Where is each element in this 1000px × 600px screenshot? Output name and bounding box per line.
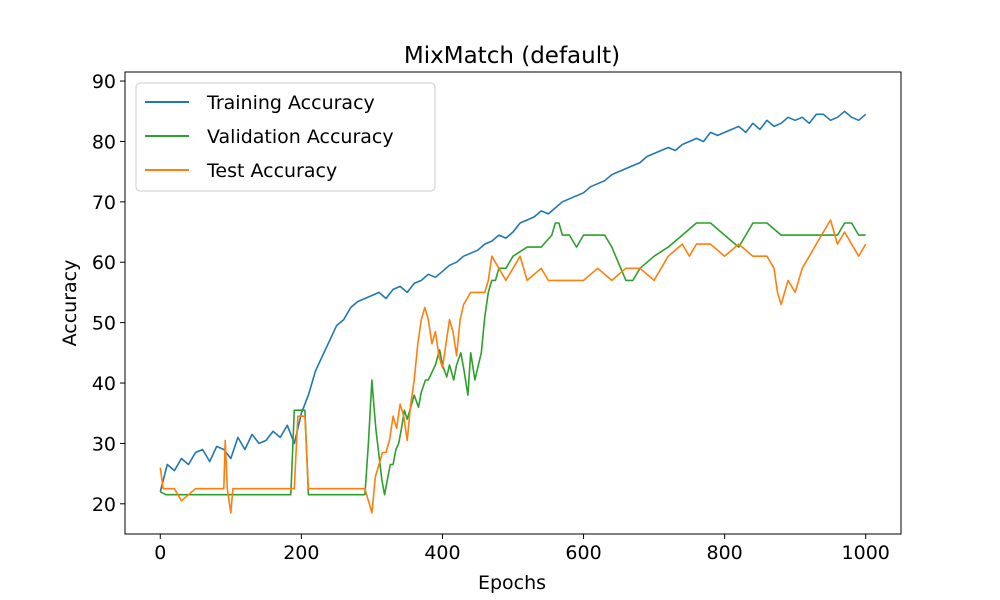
x-tick-label: 600 <box>565 542 601 564</box>
y-tick-label: 60 <box>92 252 116 274</box>
plot-frame <box>124 71 902 535</box>
x-axis-label: Epochs <box>478 572 546 594</box>
chart-title: MixMatch (default) <box>404 43 620 69</box>
legend-label-2: Test Accuracy <box>206 160 337 182</box>
x-tick-label: 400 <box>424 542 460 564</box>
legend-label-1: Validation Accuracy <box>207 126 394 148</box>
y-axis-label: Accuracy <box>59 260 81 347</box>
x-tick-label: 0 <box>154 542 166 564</box>
y-tick-label: 80 <box>92 131 116 153</box>
y-tick-label: 30 <box>92 433 116 455</box>
series-line-1 <box>159 222 866 496</box>
legend: Training Accuracy Validation Accuracy Test… <box>135 82 436 192</box>
y-tick-label: 90 <box>92 71 116 93</box>
series-line-0 <box>159 110 867 492</box>
legend-label-0: Training Accuracy <box>206 92 375 114</box>
x-tick-label: 200 <box>283 542 319 564</box>
x-tick-label: 1000 <box>842 542 890 564</box>
y-tick-label: 20 <box>92 494 116 516</box>
legend-box <box>135 82 436 192</box>
y-tick-label: 50 <box>92 313 116 335</box>
y-tick-label: 70 <box>92 192 116 214</box>
series-line-2 <box>159 219 867 514</box>
y-axis: 20 30 40 50 60 70 80 90 <box>92 71 125 516</box>
series-layer <box>159 110 867 514</box>
y-tick-label: 40 <box>92 373 116 395</box>
x-tick-label: 800 <box>707 542 743 564</box>
x-axis: 0 200 400 600 800 1000 <box>154 534 890 564</box>
